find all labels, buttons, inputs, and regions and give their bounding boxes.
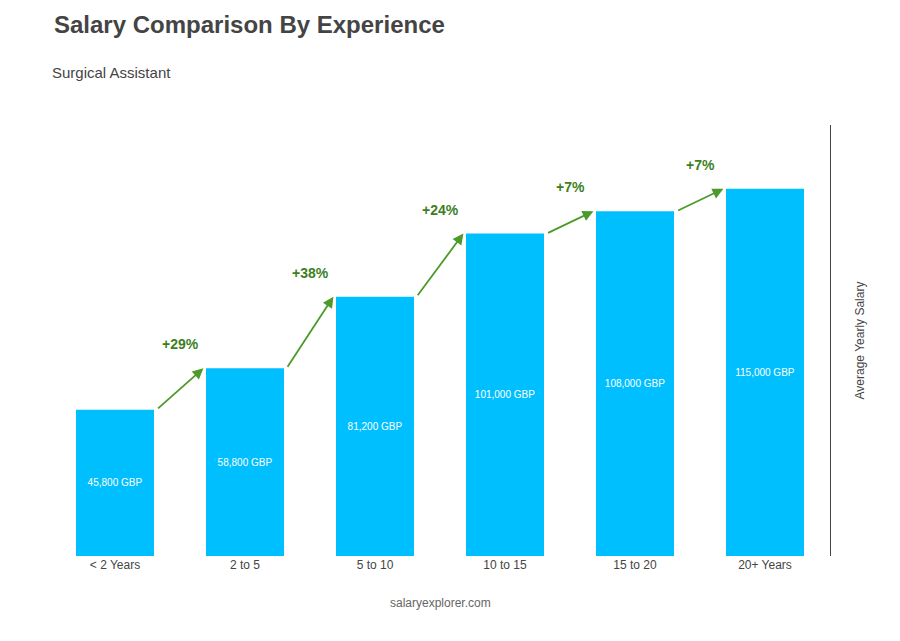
svg-text:5 to 10: 5 to 10 [357, 558, 394, 572]
svg-text:15 to 20: 15 to 20 [613, 558, 657, 572]
svg-text:115,000 GBP: 115,000 GBP [735, 367, 795, 378]
svg-text:Surgical Assistant: Surgical Assistant [52, 64, 171, 81]
svg-text:< 2 Years: < 2 Years [90, 558, 140, 572]
svg-text:+7%: +7% [686, 157, 715, 173]
svg-text:81,200 GBP: 81,200 GBP [348, 421, 403, 432]
svg-text:58,800 GBP: 58,800 GBP [218, 457, 273, 468]
svg-text:Salary Comparison By Experienc: Salary Comparison By Experience [54, 11, 445, 38]
svg-text:+38%: +38% [292, 265, 329, 281]
svg-text:Average Yearly Salary: Average Yearly Salary [853, 282, 867, 400]
svg-text:+29%: +29% [162, 336, 199, 352]
svg-text:108,000 GBP: 108,000 GBP [605, 378, 665, 389]
svg-text:+7%: +7% [556, 179, 585, 195]
svg-text:101,000 GBP: 101,000 GBP [475, 389, 535, 400]
svg-text:10 to 15: 10 to 15 [483, 558, 527, 572]
svg-text:20+ Years: 20+ Years [738, 558, 792, 572]
svg-text:+24%: +24% [422, 202, 459, 218]
svg-text:salaryexplorer.com: salaryexplorer.com [390, 596, 491, 610]
svg-text:45,800 GBP: 45,800 GBP [88, 477, 143, 488]
svg-text:2 to 5: 2 to 5 [230, 558, 260, 572]
